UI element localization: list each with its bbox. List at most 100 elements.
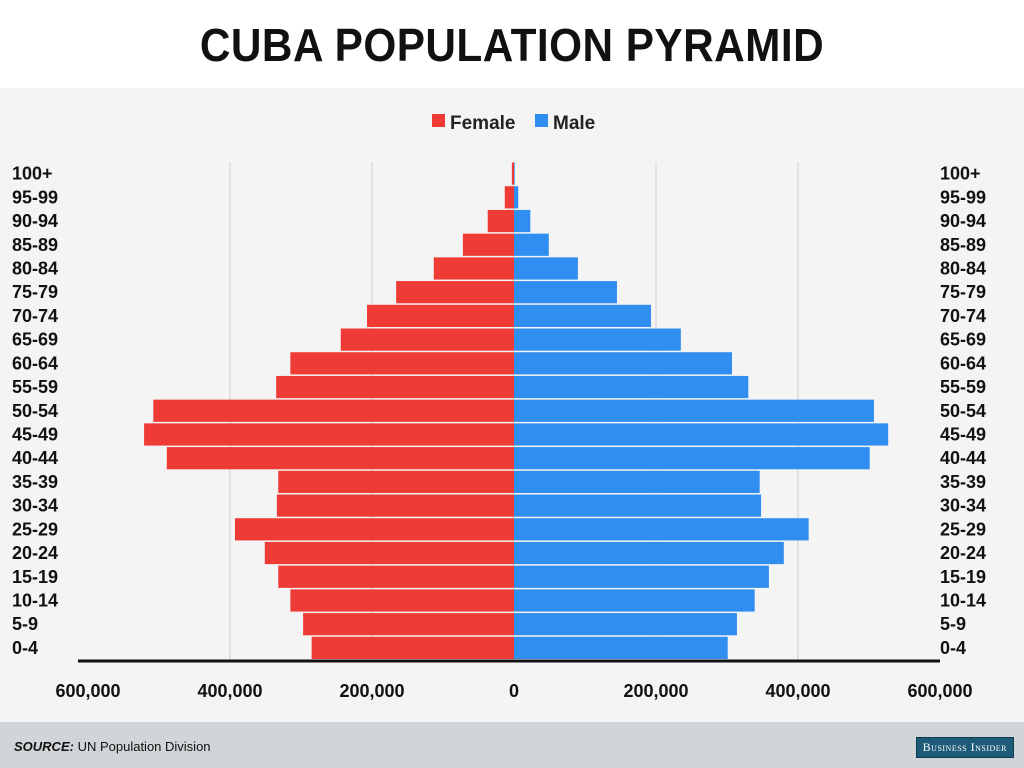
bar-female-40-44 — [166, 447, 514, 470]
bar-male-90-94 — [514, 209, 531, 233]
age-label-right: 0-4 — [940, 638, 966, 658]
bar-female-60-64 — [290, 352, 514, 375]
age-label-left: 60-64 — [12, 353, 58, 373]
age-label-right: 95-99 — [940, 187, 986, 207]
x-tick-label: 600,000 — [907, 681, 972, 701]
age-label-right: 40-44 — [940, 448, 986, 468]
bar-male-20-24 — [514, 541, 784, 565]
bar-female-100+ — [511, 162, 514, 185]
bar-female-0-4 — [311, 636, 514, 659]
footer: SOURCE: UN Population Division Business … — [0, 722, 1024, 768]
source-text: UN Population Division — [77, 739, 211, 754]
bar-male-60-64 — [514, 352, 732, 375]
age-label-right: 35-39 — [940, 472, 986, 492]
age-label-left: 85-89 — [12, 235, 58, 255]
age-label-right: 15-19 — [940, 567, 986, 587]
age-label-right: 80-84 — [940, 258, 986, 278]
x-tick-label: 0 — [509, 681, 519, 701]
age-label-right: 30-34 — [940, 496, 986, 516]
age-label-right: 60-64 — [940, 353, 986, 373]
age-label-right: 65-69 — [940, 330, 986, 350]
age-label-left: 20-24 — [12, 543, 58, 563]
age-label-left: 80-84 — [12, 258, 58, 278]
bar-female-35-39 — [278, 470, 514, 493]
age-label-right: 50-54 — [940, 401, 986, 421]
bar-female-50-54 — [153, 399, 514, 422]
age-label-left: 50-54 — [12, 401, 58, 421]
age-label-right: 5-9 — [940, 614, 966, 634]
age-label-right: 90-94 — [940, 211, 986, 231]
bar-female-10-14 — [290, 589, 514, 612]
bar-female-80-84 — [433, 257, 514, 280]
bar-female-20-24 — [264, 541, 514, 565]
age-label-left: 90-94 — [12, 211, 58, 231]
legend-swatch-male — [535, 114, 548, 127]
bar-male-55-59 — [514, 375, 749, 399]
age-label-right: 85-89 — [940, 235, 986, 255]
bar-male-85-89 — [514, 233, 549, 256]
bar-male-35-39 — [514, 470, 760, 493]
age-label-left: 10-14 — [12, 590, 58, 610]
age-label-left: 30-34 — [12, 496, 58, 516]
age-label-left: 35-39 — [12, 472, 58, 492]
age-label-right: 55-59 — [940, 377, 986, 397]
bar-female-85-89 — [462, 233, 514, 256]
bar-female-30-34 — [276, 494, 514, 517]
age-label-left: 5-9 — [12, 614, 38, 634]
age-label-right: 10-14 — [940, 590, 986, 610]
bar-female-45-49 — [144, 423, 514, 446]
bar-male-15-19 — [514, 565, 769, 588]
bar-male-75-79 — [514, 281, 617, 304]
bar-male-50-54 — [514, 399, 874, 422]
bar-female-15-19 — [278, 565, 514, 588]
source-label: SOURCE: — [14, 739, 74, 754]
legend-label-female: Female — [450, 113, 515, 134]
age-label-right: 100+ — [940, 164, 981, 184]
age-label-left: 40-44 — [12, 448, 58, 468]
bar-female-70-74 — [367, 304, 514, 327]
age-label-left: 75-79 — [12, 282, 58, 302]
chart-title: CUBA POPULATION PYRAMID — [199, 19, 825, 71]
bar-female-5-9 — [303, 613, 514, 636]
bar-male-70-74 — [514, 304, 652, 327]
bar-female-95-99 — [504, 186, 514, 209]
legend-label-male: Male — [553, 113, 595, 134]
bar-female-75-79 — [396, 281, 514, 304]
age-label-right: 70-74 — [940, 306, 986, 326]
bar-female-65-69 — [340, 328, 514, 351]
legend-swatch-female — [432, 114, 445, 127]
x-tick-label: 600,000 — [55, 681, 120, 701]
bar-male-25-29 — [514, 518, 809, 541]
age-label-left: 55-59 — [12, 377, 58, 397]
x-tick-label: 400,000 — [765, 681, 830, 701]
age-label-right: 75-79 — [940, 282, 986, 302]
age-label-right: 20-24 — [940, 543, 986, 563]
age-label-left: 0-4 — [12, 638, 38, 658]
bar-male-30-34 — [514, 494, 762, 517]
x-tick-label: 200,000 — [339, 681, 404, 701]
bar-female-25-29 — [234, 518, 514, 541]
business-insider-logo: Business Insider — [915, 737, 1014, 758]
age-label-left: 70-74 — [12, 306, 58, 326]
source-note: SOURCE: UN Population Division — [14, 739, 211, 754]
age-label-left: 65-69 — [12, 330, 58, 350]
bar-male-100+ — [514, 162, 515, 185]
age-label-left: 45-49 — [12, 424, 58, 444]
bar-male-95-99 — [514, 186, 519, 209]
bar-male-0-4 — [514, 636, 728, 659]
age-label-right: 25-29 — [940, 519, 986, 539]
bar-male-65-69 — [514, 328, 681, 351]
age-label-left: 15-19 — [12, 567, 58, 587]
bar-male-80-84 — [514, 257, 578, 280]
bar-male-10-14 — [514, 589, 755, 612]
age-label-left: 100+ — [12, 164, 53, 184]
bar-female-90-94 — [487, 209, 514, 233]
x-tick-label: 400,000 — [197, 681, 262, 701]
bar-male-45-49 — [514, 423, 889, 446]
age-label-right: 45-49 — [940, 424, 986, 444]
age-label-left: 95-99 — [12, 187, 58, 207]
bar-female-55-59 — [276, 375, 514, 399]
bar-male-40-44 — [514, 447, 870, 470]
bar-male-5-9 — [514, 613, 737, 636]
